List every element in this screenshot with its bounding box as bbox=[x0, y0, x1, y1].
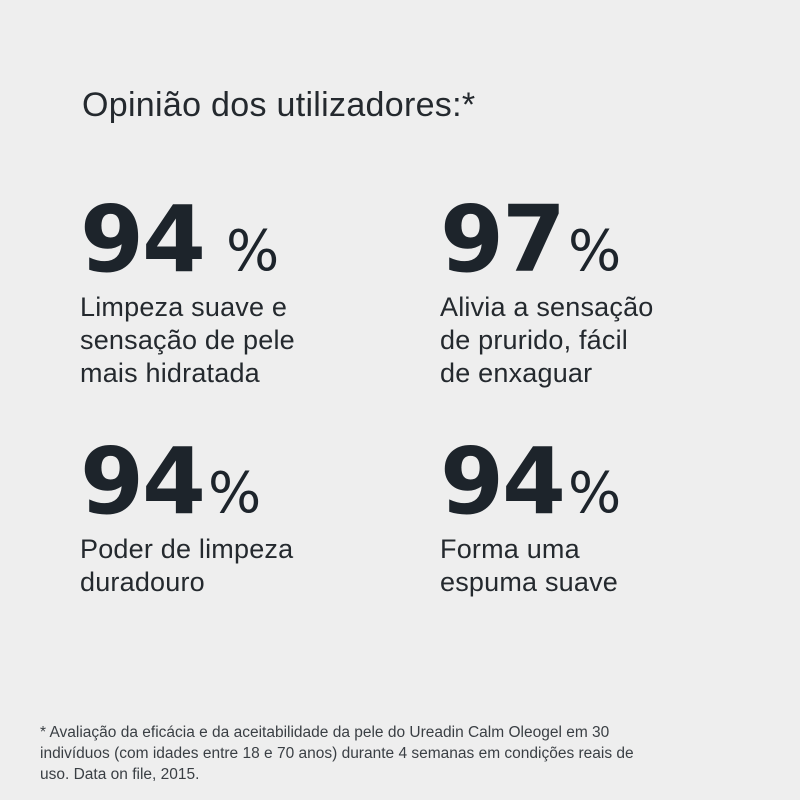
stat-description: Forma uma espuma suave bbox=[440, 533, 621, 599]
stat-description: Poder de limpeza duradouro bbox=[80, 533, 293, 599]
percent-sign: % bbox=[568, 218, 622, 284]
stat-lasting-cleansing: 94 % Poder de limpeza duradouro bbox=[80, 428, 293, 599]
footnote-line: uso. Data on file, 2015. bbox=[40, 766, 200, 783]
percent-sign: % bbox=[208, 460, 262, 526]
stat-description-line: Limpeza suave e bbox=[80, 292, 288, 323]
stat-itch-relief: 97 % Alivia a sensação de prurido, fácil… bbox=[440, 186, 654, 390]
stat-value: 94 % bbox=[440, 428, 622, 535]
stat-value: 94 % bbox=[80, 186, 295, 293]
stat-number: 94 bbox=[80, 186, 206, 293]
stat-number: 94 bbox=[440, 428, 566, 535]
stat-number: 94 bbox=[80, 428, 206, 535]
page-title: Opinião dos utilizadores:* bbox=[82, 86, 476, 124]
stat-description: Limpeza suave e sensação de pele mais hi… bbox=[80, 291, 295, 390]
stat-number: 97 bbox=[440, 186, 566, 293]
footnote-line: indivíduos (com idades entre 18 e 70 ano… bbox=[40, 745, 634, 762]
footnote-line: * Avaliação da eficácia e da aceitabilid… bbox=[40, 724, 610, 741]
stat-description-line: duradouro bbox=[80, 567, 205, 598]
stat-description-line: Poder de limpeza bbox=[80, 534, 294, 565]
percent-sign: % bbox=[226, 218, 280, 284]
stat-value: 94 % bbox=[80, 428, 293, 535]
stat-description: Alivia a sensação de prurido, fácil de e… bbox=[440, 291, 654, 390]
stat-description-line: de enxaguar bbox=[440, 358, 593, 389]
stat-description-line: mais hidratada bbox=[80, 358, 260, 389]
footnote: * Avaliação da eficácia e da aceitabilid… bbox=[40, 722, 760, 785]
stat-description-line: de prurido, fácil bbox=[440, 325, 628, 356]
stat-description-line: Forma uma bbox=[440, 534, 580, 565]
stat-value: 97 % bbox=[440, 186, 654, 293]
stat-description-line: sensação de pele bbox=[80, 325, 295, 356]
stat-description-line: espuma suave bbox=[440, 567, 619, 598]
stat-soft-foam: 94 % Forma uma espuma suave bbox=[440, 428, 622, 599]
stat-description-line: Alivia a sensação bbox=[440, 292, 654, 323]
percent-sign: % bbox=[568, 460, 622, 526]
stat-gentle-cleansing: 94 % Limpeza suave e sensação de pele ma… bbox=[80, 186, 295, 390]
